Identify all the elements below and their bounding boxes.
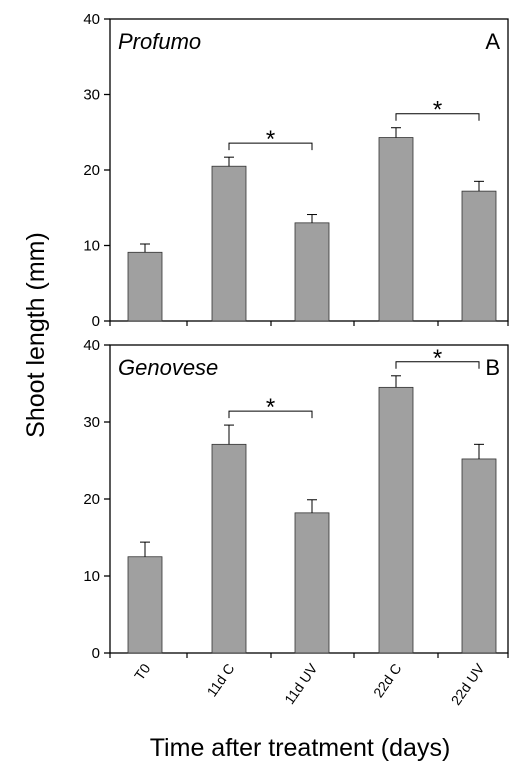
y-tick-label: 40	[83, 11, 100, 28]
panel-a: 0 10 20 30 40 * * Profumo A	[83, 11, 509, 330]
panel-b: 0 10 20 30 40 * * Genovese B	[83, 337, 509, 662]
x-tick-label: 22d C	[370, 661, 405, 701]
significance-star: *	[266, 126, 275, 153]
bar-11d-uv	[294, 512, 330, 654]
significance-star: *	[433, 97, 442, 124]
y-tick-label: 20	[83, 491, 100, 508]
panel-title: Profumo	[118, 29, 201, 54]
y-tick-label: 0	[92, 645, 100, 662]
y-axis-label: Shoot length (mm)	[22, 232, 50, 438]
y-tick-label: 0	[92, 313, 100, 330]
x-tick-label: 11d C	[204, 661, 238, 700]
x-axis-label: Time after treatment (days)	[150, 734, 451, 762]
y-tick-label: 20	[83, 162, 100, 179]
bar-t0	[127, 251, 163, 322]
y-tick-label: 30	[83, 87, 100, 104]
x-tick-label: 22d UV	[448, 660, 488, 708]
bar-22d-uv	[461, 458, 497, 654]
y-tick-label: 40	[83, 337, 100, 354]
bar-11d-c	[211, 165, 247, 322]
panel-letter: B	[485, 355, 500, 380]
x-tick-labels: T0 11d C 11d UV 22d C 22d UV	[131, 660, 488, 708]
bar-11d-uv	[294, 222, 330, 322]
x-tick-label: 11d UV	[281, 660, 321, 707]
y-tick-label: 10	[83, 238, 100, 255]
x-tick-label: T0	[131, 660, 154, 683]
panel-title: Genovese	[118, 355, 218, 380]
significance-bracket	[395, 361, 480, 369]
panel-letter: A	[485, 29, 500, 54]
significance-star: *	[433, 345, 442, 372]
bar-t0	[127, 556, 163, 654]
bar-22d-uv	[461, 190, 497, 322]
significance-bracket	[228, 142, 313, 151]
y-tick-label: 30	[83, 414, 100, 431]
bar-22d-c	[378, 386, 414, 654]
bar-22d-c	[378, 137, 414, 322]
bar-11d-c	[211, 443, 247, 654]
y-tick-label: 10	[83, 568, 100, 585]
significance-bracket	[228, 410, 313, 419]
significance-star: *	[266, 394, 275, 421]
significance-bracket	[395, 113, 480, 121]
